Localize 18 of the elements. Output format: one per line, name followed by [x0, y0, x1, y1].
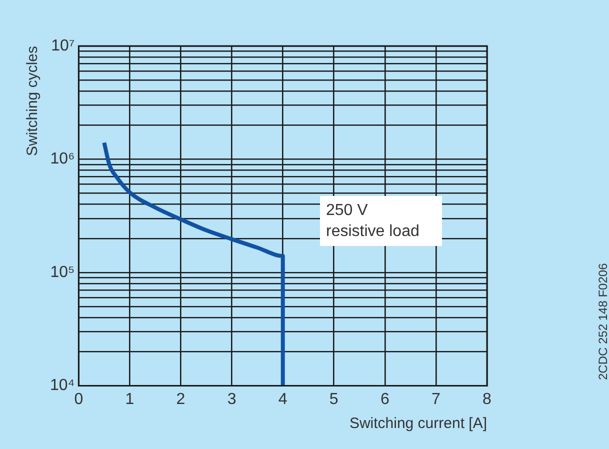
- x-tick-label: 3: [227, 390, 236, 408]
- y-axis-title: Switching cycles: [24, 46, 42, 156]
- y-tick-label: 10⁷: [51, 37, 75, 54]
- y-tick-label: 10⁶: [50, 150, 75, 168]
- x-tick-label: 0: [74, 390, 84, 408]
- x-tick-label: 8: [482, 390, 492, 408]
- x-axis-title: Switching current [A]: [349, 415, 487, 432]
- x-tick-label: 5: [329, 390, 338, 408]
- y-tick-label: 10⁵: [50, 264, 75, 281]
- x-tick-label: 2: [176, 390, 186, 408]
- x-tick-label: 7: [432, 390, 441, 408]
- line-series: [102, 140, 285, 386]
- x-tick-label: 1: [125, 390, 134, 408]
- text: 2CDC 252 148 F0206: [596, 263, 609, 380]
- x-tick-label: 4: [278, 390, 288, 408]
- x-tick-label: 6: [380, 390, 390, 408]
- annotation: 250 V resistive load: [320, 196, 442, 246]
- y-tick-label: 10⁴: [50, 377, 75, 394]
